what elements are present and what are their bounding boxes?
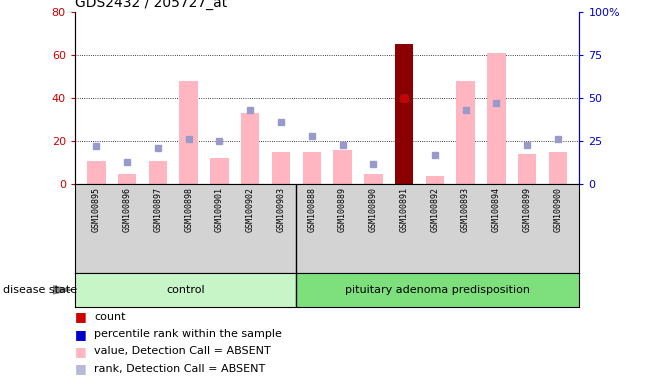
Text: GSM100895: GSM100895 [92, 187, 101, 232]
Text: count: count [94, 312, 126, 322]
Bar [210, 158, 229, 184]
Text: GSM100898: GSM100898 [184, 187, 193, 232]
Bar [364, 174, 383, 184]
Text: GSM100893: GSM100893 [461, 187, 470, 232]
Text: GSM100899: GSM100899 [523, 187, 532, 232]
Text: GSM100902: GSM100902 [245, 187, 255, 232]
Polygon shape [53, 286, 72, 294]
Text: value, Detection Call = ABSENT: value, Detection Call = ABSENT [94, 346, 271, 356]
Text: control: control [166, 285, 205, 295]
Bar [395, 44, 413, 184]
Text: GSM100901: GSM100901 [215, 187, 224, 232]
Bar [180, 81, 198, 184]
Text: GSM100889: GSM100889 [338, 187, 347, 232]
Bar [118, 174, 137, 184]
Text: ■: ■ [75, 328, 87, 341]
Text: GSM100903: GSM100903 [277, 187, 286, 232]
Text: GSM100897: GSM100897 [154, 187, 163, 232]
Bar [271, 152, 290, 184]
Bar [333, 150, 352, 184]
Bar [87, 161, 105, 184]
Text: rank, Detection Call = ABSENT: rank, Detection Call = ABSENT [94, 364, 266, 374]
Text: GSM100892: GSM100892 [430, 187, 439, 232]
Text: ■: ■ [75, 362, 87, 375]
Text: GSM100888: GSM100888 [307, 187, 316, 232]
Text: GDS2432 / 205727_at: GDS2432 / 205727_at [75, 0, 227, 10]
Bar [303, 152, 321, 184]
Text: GSM100900: GSM100900 [553, 187, 562, 232]
Text: GSM100891: GSM100891 [400, 187, 409, 232]
Text: pituitary adenoma predisposition: pituitary adenoma predisposition [346, 285, 531, 295]
Text: GSM100890: GSM100890 [368, 187, 378, 232]
Bar [241, 113, 260, 184]
Bar [518, 154, 536, 184]
Text: ■: ■ [75, 310, 87, 323]
Text: disease state: disease state [3, 285, 77, 295]
Bar [456, 81, 475, 184]
Bar [148, 161, 167, 184]
Bar [426, 176, 444, 184]
Bar [487, 53, 506, 184]
Text: GSM100894: GSM100894 [492, 187, 501, 232]
Text: GSM100896: GSM100896 [122, 187, 132, 232]
Text: percentile rank within the sample: percentile rank within the sample [94, 329, 283, 339]
Text: ■: ■ [75, 345, 87, 358]
Bar [549, 152, 567, 184]
